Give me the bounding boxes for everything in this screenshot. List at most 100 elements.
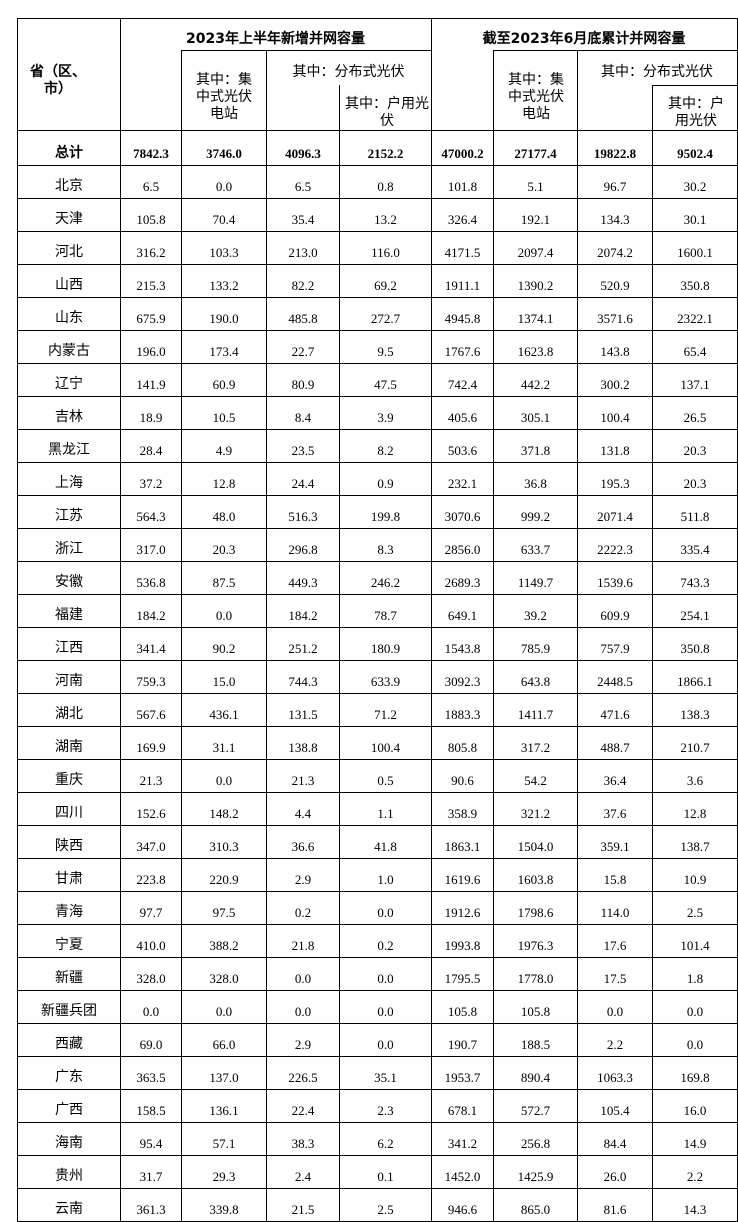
- value-cell: 1883.3: [431, 693, 494, 727]
- region-name: 河北: [17, 231, 121, 265]
- value-cell: 436.1: [181, 693, 267, 727]
- value-cell: 12.8: [181, 462, 267, 496]
- value-cell: 35.1: [339, 1056, 432, 1090]
- value-cell: 20.3: [652, 429, 738, 463]
- value-cell: 316.2: [120, 231, 182, 265]
- value-cell: 131.5: [266, 693, 340, 727]
- table-row: 重庆 21.3 0.0 21.3 0.5 90.6 54.2 36.4 3.6: [17, 759, 738, 793]
- value-cell: 137.0: [181, 1056, 267, 1090]
- value-cell: 213.0: [266, 231, 340, 265]
- value-cell: 1063.3: [577, 1056, 653, 1090]
- region-name: 福建: [17, 594, 121, 628]
- value-cell: 8.2: [339, 429, 432, 463]
- table-row: 上海 37.2 12.8 24.4 0.9 232.1 36.8 195.3 20.3: [17, 462, 738, 496]
- value-cell: 220.9: [181, 858, 267, 892]
- divider: [17, 18, 737, 19]
- value-cell: 321.2: [493, 792, 578, 826]
- value-cell: 0.0: [266, 957, 340, 991]
- value-cell: 28.4: [120, 429, 182, 463]
- value-cell: 2322.1: [652, 297, 738, 331]
- value-cell: 21.5: [266, 1188, 340, 1222]
- value-cell: 36.8: [493, 462, 578, 496]
- value-cell: 8.4: [266, 396, 340, 430]
- value-cell: 1374.1: [493, 297, 578, 331]
- value-cell: 2.2: [577, 1023, 653, 1057]
- value-cell: 223.8: [120, 858, 182, 892]
- value-cell: 14.3: [652, 1188, 738, 1222]
- value-cell: 16.0: [652, 1089, 738, 1123]
- region-name: 总计: [17, 130, 121, 166]
- table-row: 安徽 536.8 87.5 449.3 246.2 2689.3 1149.7 1539.6 7…: [17, 561, 738, 595]
- region-name: 黑龙江: [17, 429, 121, 463]
- value-cell: 3746.0: [181, 130, 267, 166]
- region-name: 吉林: [17, 396, 121, 430]
- value-cell: 350.8: [652, 627, 738, 661]
- value-cell: 328.0: [120, 957, 182, 991]
- value-cell: 226.5: [266, 1056, 340, 1090]
- value-cell: 0.0: [339, 990, 432, 1024]
- value-cell: 757.9: [577, 627, 653, 661]
- value-cell: 35.4: [266, 198, 340, 232]
- value-cell: 66.0: [181, 1023, 267, 1057]
- value-cell: 97.7: [120, 891, 182, 925]
- value-cell: 27177.4: [493, 130, 578, 166]
- value-cell: 335.4: [652, 528, 738, 562]
- value-cell: 37.2: [120, 462, 182, 496]
- distributed-header-cumulative: 其中：分布式光伏: [601, 64, 713, 80]
- value-cell: 0.0: [339, 891, 432, 925]
- value-cell: 0.0: [120, 990, 182, 1024]
- value-cell: 1767.6: [431, 330, 494, 364]
- value-cell: 17.6: [577, 924, 653, 958]
- value-cell: 138.3: [652, 693, 738, 727]
- divider: [17, 18, 18, 130]
- group-cumulative-capacity-header: 截至2023年6月底累计并网容量: [482, 31, 686, 47]
- value-cell: 17.5: [577, 957, 653, 991]
- value-cell: 1603.8: [493, 858, 578, 892]
- centralized-header: 其中：集中式光伏电站: [196, 72, 252, 122]
- value-cell: 133.2: [181, 264, 267, 298]
- value-cell: 210.7: [652, 726, 738, 760]
- value-cell: 158.5: [120, 1089, 182, 1123]
- value-cell: 2856.0: [431, 528, 494, 562]
- household-header: 其中：户用光伏: [345, 96, 429, 129]
- table-row: 吉林 18.9 10.5 8.4 3.9 405.6 305.1 100.4 26.5: [17, 396, 738, 430]
- value-cell: 564.3: [120, 495, 182, 529]
- value-cell: 10.5: [181, 396, 267, 430]
- value-cell: 96.7: [577, 165, 653, 199]
- value-cell: 90.6: [431, 759, 494, 793]
- value-cell: 350.8: [652, 264, 738, 298]
- group-new-capacity-header: 2023年上半年新增并网容量: [186, 31, 365, 47]
- value-cell: 196.0: [120, 330, 182, 364]
- value-cell: 1539.6: [577, 561, 653, 595]
- table-row: 青海 97.7 97.5 0.2 0.0 1912.6 1798.6 114.0 2.5: [17, 891, 738, 925]
- value-cell: 0.0: [577, 990, 653, 1024]
- value-cell: 1543.8: [431, 627, 494, 661]
- value-cell: 100.4: [577, 396, 653, 430]
- value-cell: 3.6: [652, 759, 738, 793]
- value-cell: 1798.6: [493, 891, 578, 925]
- value-cell: 24.4: [266, 462, 340, 496]
- table-row: 陕西 347.0 310.3 36.6 41.8 1863.1 1504.0 359.1 138…: [17, 825, 738, 859]
- value-cell: 1778.0: [493, 957, 578, 991]
- value-cell: 254.1: [652, 594, 738, 628]
- value-cell: 188.5: [493, 1023, 578, 1057]
- total-row: 总计 7842.3 3746.0 4096.3 2152.2 47000.2 27177.4…: [17, 130, 738, 166]
- table-row: 内蒙古 196.0 173.4 22.7 9.5 1767.6 1623.8 143.8 65.…: [17, 330, 738, 364]
- table-row: 甘肃 223.8 220.9 2.9 1.0 1619.6 1603.8 15.8 10.9: [17, 858, 738, 892]
- table-row: 福建 184.2 0.0 184.2 78.7 649.1 39.2 609.9 254.1: [17, 594, 738, 628]
- value-cell: 442.2: [493, 363, 578, 397]
- region-name: 江苏: [17, 495, 121, 529]
- value-cell: 21.3: [266, 759, 340, 793]
- value-cell: 134.3: [577, 198, 653, 232]
- value-cell: 485.8: [266, 297, 340, 331]
- divider: [120, 18, 121, 130]
- value-cell: 15.8: [577, 858, 653, 892]
- value-cell: 341.4: [120, 627, 182, 661]
- value-cell: 633.9: [339, 660, 432, 694]
- value-cell: 105.4: [577, 1089, 653, 1123]
- value-cell: 169.8: [652, 1056, 738, 1090]
- value-cell: 4945.8: [431, 297, 494, 331]
- value-cell: 101.4: [652, 924, 738, 958]
- divider: [181, 50, 431, 51]
- value-cell: 339.8: [181, 1188, 267, 1222]
